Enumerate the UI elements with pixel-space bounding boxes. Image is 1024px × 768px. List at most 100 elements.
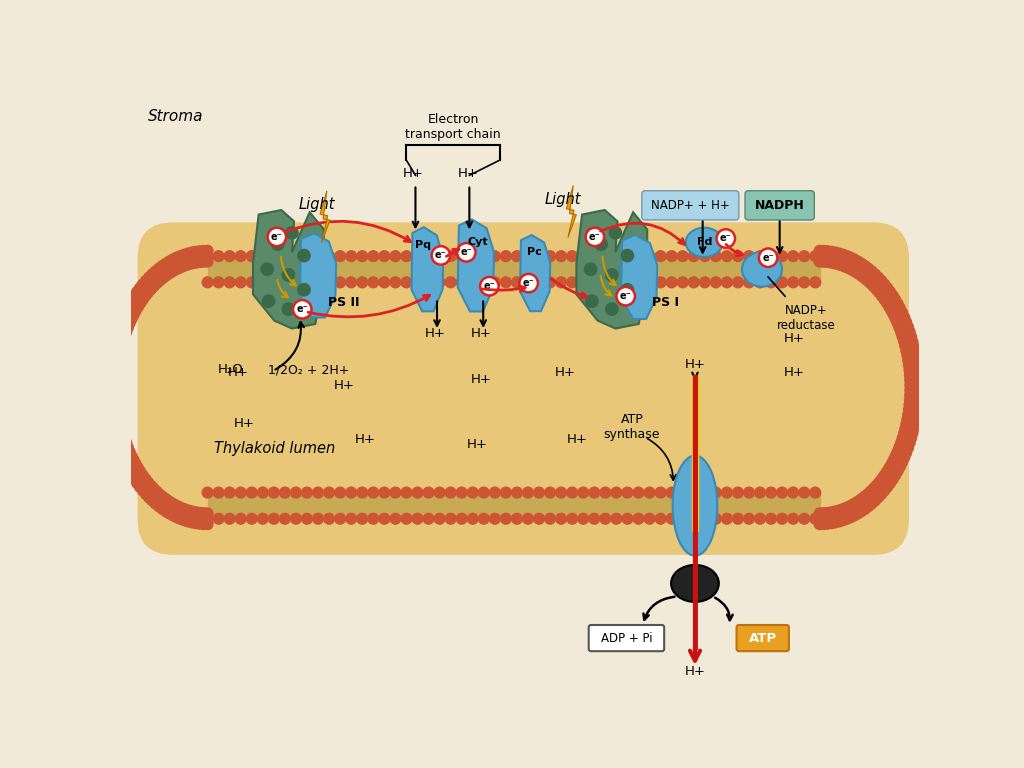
Circle shape: [605, 269, 617, 281]
Circle shape: [906, 432, 916, 443]
Circle shape: [467, 251, 478, 262]
Text: PS II: PS II: [329, 296, 360, 310]
Text: ATP
synthase: ATP synthase: [603, 413, 660, 441]
Circle shape: [109, 422, 119, 433]
Circle shape: [346, 251, 356, 262]
Circle shape: [868, 483, 879, 494]
Circle shape: [865, 486, 876, 497]
Circle shape: [423, 513, 434, 524]
Circle shape: [912, 369, 923, 379]
Circle shape: [127, 470, 137, 481]
Circle shape: [157, 504, 168, 515]
Circle shape: [711, 487, 721, 498]
Circle shape: [104, 396, 115, 406]
Circle shape: [818, 257, 828, 267]
Text: e⁻: e⁻: [720, 233, 731, 243]
Circle shape: [872, 272, 884, 283]
Circle shape: [826, 247, 837, 257]
Circle shape: [312, 277, 324, 288]
Circle shape: [195, 508, 206, 518]
Circle shape: [589, 251, 600, 262]
Circle shape: [412, 251, 423, 262]
Circle shape: [732, 251, 743, 262]
Circle shape: [324, 513, 335, 524]
Circle shape: [840, 503, 850, 514]
Circle shape: [732, 487, 743, 498]
Circle shape: [879, 470, 890, 481]
Circle shape: [158, 492, 168, 502]
Circle shape: [622, 513, 633, 524]
Circle shape: [609, 227, 622, 239]
Circle shape: [911, 363, 923, 374]
Circle shape: [888, 310, 899, 320]
Circle shape: [137, 470, 148, 481]
Circle shape: [379, 513, 390, 524]
Text: Light: Light: [298, 197, 335, 212]
Circle shape: [113, 365, 123, 376]
Circle shape: [267, 227, 286, 247]
Circle shape: [457, 243, 475, 262]
Circle shape: [501, 251, 511, 262]
Circle shape: [512, 277, 522, 288]
Circle shape: [655, 513, 666, 524]
Circle shape: [247, 277, 257, 288]
Circle shape: [522, 513, 534, 524]
Circle shape: [112, 395, 123, 406]
Circle shape: [113, 405, 124, 415]
Circle shape: [152, 486, 162, 497]
Text: H+: H+: [467, 438, 487, 451]
Text: e⁻: e⁻: [762, 253, 774, 263]
Circle shape: [912, 374, 924, 385]
Polygon shape: [621, 235, 657, 319]
Circle shape: [633, 513, 644, 524]
Circle shape: [787, 251, 799, 262]
Circle shape: [885, 478, 895, 488]
Circle shape: [130, 305, 141, 316]
Circle shape: [128, 455, 139, 465]
Circle shape: [126, 451, 137, 462]
Circle shape: [112, 379, 122, 390]
Circle shape: [199, 518, 209, 529]
Circle shape: [845, 252, 856, 263]
Circle shape: [132, 463, 143, 474]
Circle shape: [298, 250, 310, 262]
Circle shape: [828, 506, 840, 517]
Circle shape: [882, 482, 893, 492]
Text: H+: H+: [334, 379, 355, 392]
Circle shape: [202, 518, 213, 529]
Circle shape: [897, 433, 908, 444]
Circle shape: [600, 513, 610, 524]
Circle shape: [892, 465, 903, 476]
Circle shape: [312, 487, 324, 498]
Circle shape: [589, 277, 600, 288]
Circle shape: [412, 277, 423, 288]
Circle shape: [890, 294, 901, 305]
Circle shape: [825, 507, 836, 518]
Circle shape: [828, 258, 840, 269]
Circle shape: [280, 513, 290, 524]
Circle shape: [213, 251, 224, 262]
Circle shape: [810, 277, 820, 288]
Circle shape: [578, 513, 589, 524]
Circle shape: [869, 495, 881, 506]
Circle shape: [104, 369, 115, 379]
Circle shape: [140, 488, 152, 499]
Circle shape: [379, 487, 390, 498]
Circle shape: [121, 438, 132, 449]
Circle shape: [335, 251, 345, 262]
Circle shape: [534, 277, 545, 288]
Circle shape: [143, 272, 155, 283]
Circle shape: [633, 487, 644, 498]
Circle shape: [291, 487, 301, 498]
Circle shape: [195, 246, 205, 257]
Circle shape: [644, 251, 655, 262]
Circle shape: [412, 487, 423, 498]
Circle shape: [856, 270, 866, 281]
Circle shape: [186, 517, 198, 528]
Circle shape: [236, 487, 246, 498]
Circle shape: [457, 487, 467, 498]
Circle shape: [902, 414, 912, 425]
Polygon shape: [458, 220, 494, 312]
Circle shape: [199, 508, 209, 518]
Circle shape: [644, 487, 655, 498]
